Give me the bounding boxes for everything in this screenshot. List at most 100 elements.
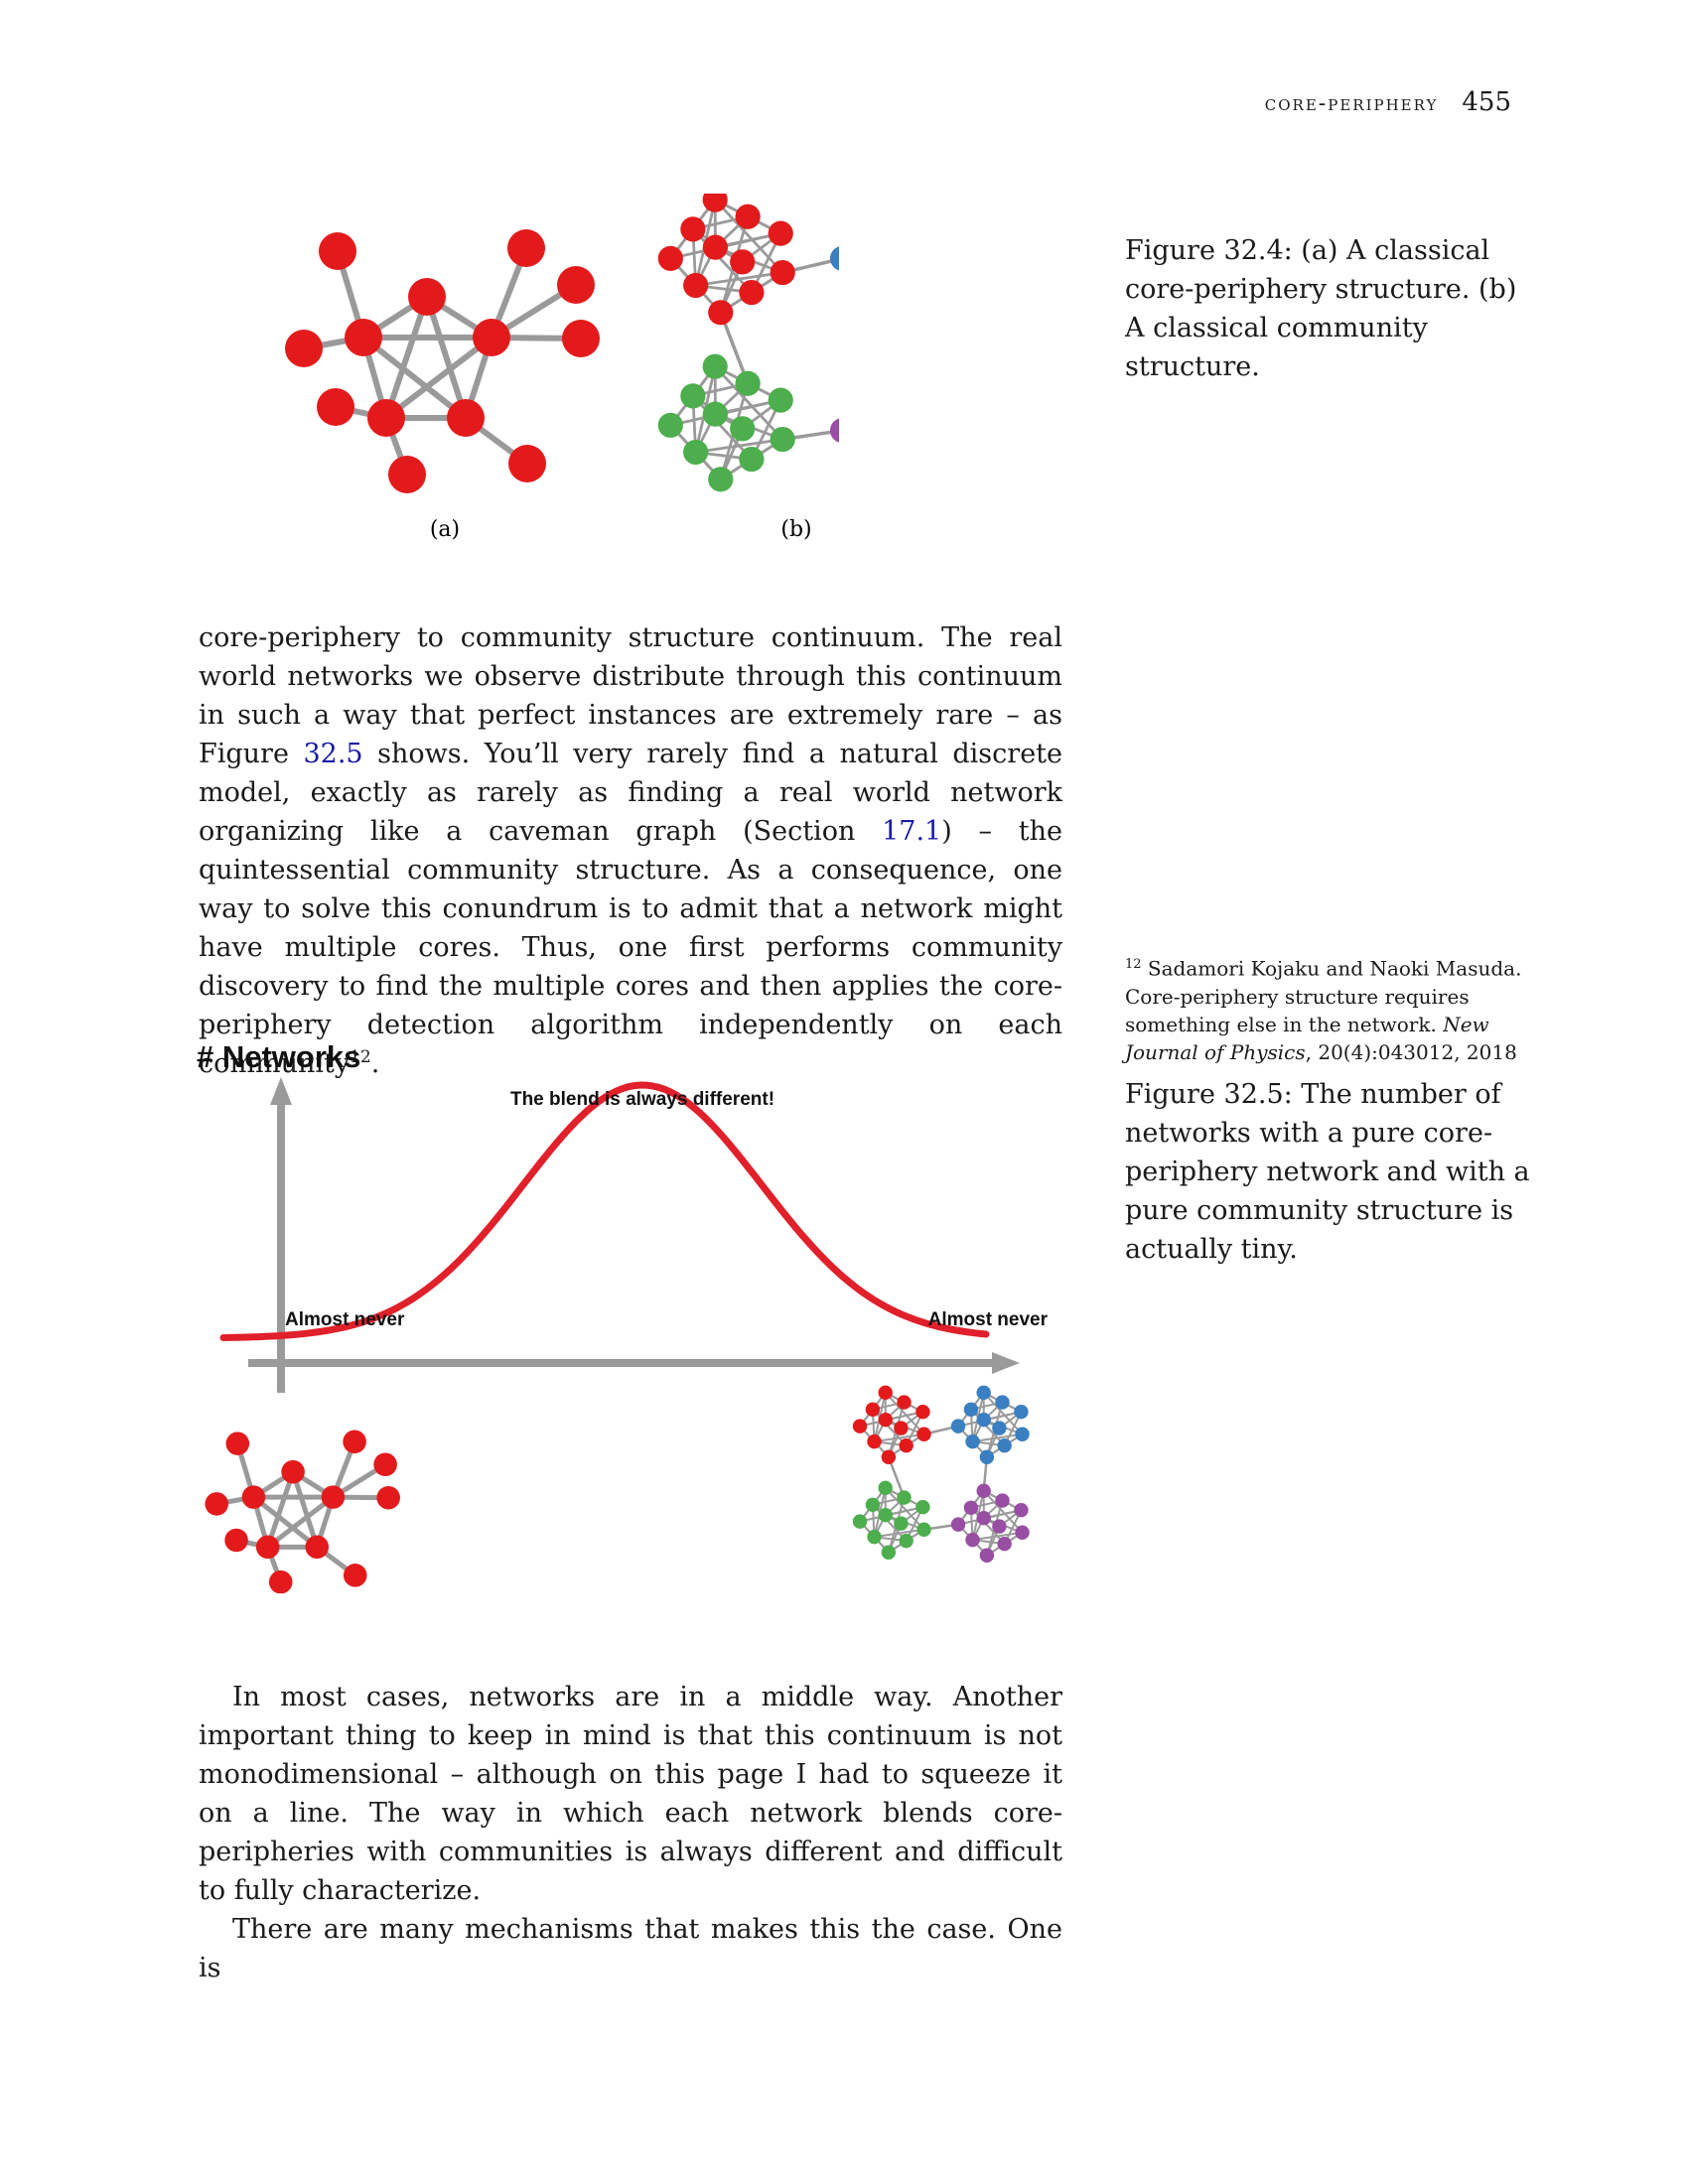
edge bbox=[970, 1507, 1006, 1545]
node bbox=[373, 1452, 397, 1477]
node bbox=[735, 370, 761, 396]
node bbox=[867, 1529, 882, 1545]
body-paragraph-1: core-periphery to community structure co… bbox=[199, 618, 1062, 1083]
node bbox=[829, 246, 839, 271]
node bbox=[388, 456, 426, 493]
node bbox=[976, 1483, 991, 1499]
core-periphery-network-small bbox=[205, 1430, 400, 1593]
node bbox=[897, 1395, 912, 1410]
footnote-details: , 20(4):043012, 2018 bbox=[1305, 1039, 1517, 1064]
sublabel-b: (b) bbox=[780, 517, 811, 542]
figure-reference-link[interactable]: 32.5 bbox=[303, 739, 363, 769]
node bbox=[965, 1532, 980, 1548]
node bbox=[708, 467, 734, 492]
node bbox=[899, 1533, 914, 1549]
node bbox=[897, 1490, 912, 1505]
node bbox=[995, 1493, 1010, 1508]
node bbox=[770, 259, 795, 286]
footnote-marker[interactable]: 12 bbox=[350, 1047, 371, 1067]
node bbox=[319, 232, 356, 270]
node bbox=[768, 220, 793, 246]
node bbox=[1014, 1405, 1029, 1420]
left-label: Almost never bbox=[285, 1309, 405, 1330]
footnote-number: 12 bbox=[1125, 957, 1142, 972]
community-network bbox=[657, 194, 839, 492]
node bbox=[730, 249, 756, 275]
node bbox=[702, 234, 728, 260]
node bbox=[915, 1405, 930, 1420]
edge bbox=[884, 1487, 925, 1531]
edge bbox=[970, 1409, 1006, 1446]
node bbox=[683, 439, 709, 466]
edge bbox=[691, 394, 753, 461]
figure-32-4-caption: Figure 32.4: (a) A classical core-periph… bbox=[1125, 235, 1517, 382]
y-axis-arrowhead bbox=[270, 1077, 292, 1105]
node bbox=[657, 245, 683, 271]
node bbox=[285, 330, 323, 367]
node bbox=[376, 1485, 400, 1510]
node bbox=[702, 401, 728, 427]
node bbox=[770, 426, 795, 453]
distribution-curve bbox=[219, 1081, 990, 1341]
node bbox=[867, 1433, 882, 1449]
node bbox=[739, 446, 765, 473]
edge bbox=[251, 1495, 319, 1550]
body-text: ) – the quintessential community structu… bbox=[199, 816, 1062, 1079]
edge bbox=[424, 296, 469, 419]
edge bbox=[887, 1456, 906, 1499]
node bbox=[735, 204, 761, 229]
node bbox=[268, 1570, 293, 1593]
node bbox=[916, 1522, 931, 1537]
edge bbox=[265, 1470, 296, 1549]
node bbox=[367, 399, 405, 437]
paragraph: There are many mechanisms that makes thi… bbox=[199, 1914, 1062, 1983]
node bbox=[997, 1437, 1012, 1453]
node bbox=[702, 194, 728, 212]
core-periphery-network bbox=[285, 229, 600, 493]
node bbox=[345, 319, 382, 356]
node bbox=[852, 1514, 868, 1529]
page-number: 455 bbox=[1462, 87, 1511, 117]
node bbox=[881, 1449, 897, 1464]
community-network-small bbox=[852, 1385, 1030, 1563]
edge bbox=[384, 335, 493, 421]
edge bbox=[719, 312, 750, 384]
node bbox=[730, 416, 756, 442]
node bbox=[852, 1419, 868, 1433]
node bbox=[829, 418, 839, 443]
right-label: Almost never bbox=[928, 1309, 1049, 1330]
peak-label: The blend is always different! bbox=[510, 1089, 774, 1110]
node bbox=[916, 1427, 931, 1441]
section-reference-link[interactable]: 17.1 bbox=[882, 816, 942, 847]
edge bbox=[361, 335, 468, 421]
node bbox=[708, 300, 734, 326]
body-paragraph-2: In most cases, networks are in a middle … bbox=[199, 1678, 1062, 1987]
body-text: shows. You’ll very rarely find a natural… bbox=[199, 739, 1062, 847]
node bbox=[865, 1497, 881, 1512]
node bbox=[408, 278, 446, 316]
edge bbox=[266, 1495, 335, 1550]
figure-32-4: (a) (b) bbox=[285, 194, 839, 542]
edge bbox=[982, 1490, 1024, 1534]
node bbox=[680, 216, 706, 242]
paragraph: In most cases, networks are in a middle … bbox=[199, 1682, 1062, 1906]
node bbox=[1014, 1503, 1029, 1518]
running-head: core-periphery 455 bbox=[1265, 87, 1511, 117]
edge bbox=[982, 1392, 1024, 1435]
node bbox=[739, 279, 765, 306]
node bbox=[317, 388, 354, 426]
node bbox=[995, 1395, 1010, 1410]
node bbox=[255, 1535, 280, 1560]
node bbox=[343, 1430, 366, 1454]
body-text: . bbox=[370, 1048, 380, 1079]
node bbox=[894, 1421, 909, 1435]
node bbox=[950, 1419, 966, 1433]
node bbox=[992, 1519, 1007, 1534]
edge bbox=[884, 1392, 925, 1435]
node bbox=[992, 1421, 1007, 1435]
edge bbox=[714, 199, 784, 274]
node bbox=[965, 1433, 980, 1449]
node bbox=[305, 1535, 330, 1560]
node bbox=[225, 1432, 250, 1455]
node bbox=[680, 383, 706, 409]
